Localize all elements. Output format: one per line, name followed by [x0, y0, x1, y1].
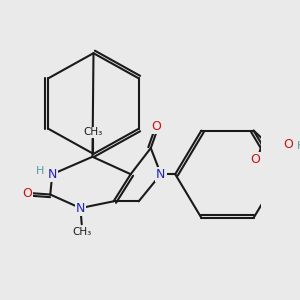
Text: N: N [48, 168, 57, 181]
Text: O: O [152, 120, 161, 133]
Text: CH₃: CH₃ [84, 128, 103, 137]
Text: O: O [250, 153, 260, 166]
Text: H: H [35, 166, 44, 176]
Text: O: O [283, 138, 293, 151]
Text: N: N [156, 168, 166, 181]
Text: N: N [76, 202, 85, 214]
Text: H: H [297, 141, 300, 151]
Text: O: O [22, 187, 32, 200]
Text: CH₃: CH₃ [72, 226, 92, 237]
